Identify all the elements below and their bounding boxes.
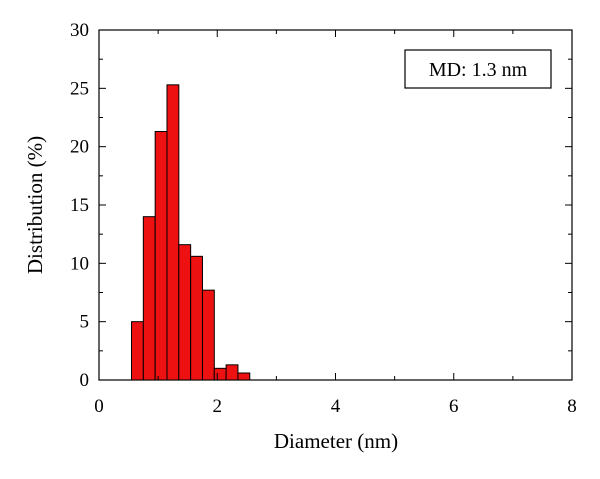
- histogram-bar: [178, 244, 192, 381]
- y-tick-label: 0: [80, 370, 90, 391]
- x-tick-label: 0: [94, 396, 104, 417]
- x-tick-label: 8: [567, 396, 577, 417]
- y-tick-label: 15: [70, 195, 89, 216]
- histogram-bar: [154, 131, 168, 381]
- histogram-bar: [225, 364, 239, 381]
- histogram-bar: [131, 321, 144, 381]
- x-tick-label: 6: [449, 396, 459, 417]
- y-tick-label: 10: [70, 253, 89, 274]
- y-tick-label: 5: [80, 312, 90, 333]
- y-axis-title: Distribution (%): [23, 136, 47, 274]
- bars-group: [131, 84, 251, 381]
- histogram-bar: [166, 84, 180, 381]
- x-axis-title: Diameter (nm): [274, 429, 398, 453]
- y-tick-label: 25: [70, 78, 89, 99]
- histogram-bar: [190, 255, 203, 381]
- y-tick-label: 30: [70, 20, 89, 41]
- annotation-text: MD: 1.3 nm: [429, 59, 528, 81]
- x-tick-label: 4: [331, 396, 341, 417]
- histogram-bar: [237, 372, 251, 381]
- y-tick-label: 20: [70, 137, 89, 158]
- annotation-frame: [404, 49, 552, 89]
- annotation-box: MD: 1.3 nm: [404, 49, 552, 89]
- histogram-bar: [213, 367, 227, 381]
- ticks-group: 0 2 4 6 8 0 5 10 15 20 25 30: [70, 20, 577, 417]
- x-tick-label: 2: [213, 396, 223, 417]
- histogram-bar: [201, 289, 215, 381]
- histogram-bar: [142, 216, 156, 381]
